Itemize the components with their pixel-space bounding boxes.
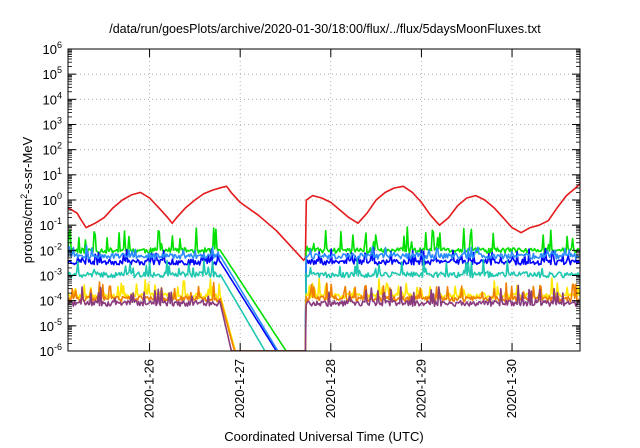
y-axis-label-prefix: protons/cm: [20, 199, 35, 263]
y-tick-label: 105: [43, 65, 62, 82]
y-tick-label: 103: [43, 116, 62, 133]
series-line-0: [68, 183, 580, 262]
series-line-1: [68, 226, 580, 351]
x-tick-label: 2020-1-27: [232, 359, 247, 418]
y-axis-label: protons/cm2-s-sr-MeV: [19, 136, 35, 263]
x-tick-label: 2020-1-26: [142, 359, 157, 418]
y-tick-label: 101: [43, 166, 62, 183]
y-tick-label: 106: [43, 40, 62, 57]
series-line-3: [68, 244, 580, 351]
y-tick-label: 10-1: [40, 216, 62, 233]
y-tick-label: 104: [43, 90, 62, 107]
y-tick-label: 102: [43, 141, 62, 158]
y-tick-label: 10-4: [40, 292, 62, 309]
y-tick-label: 100: [43, 191, 62, 208]
series-line-4: [68, 258, 580, 351]
x-tick-label: 2020-1-30: [504, 359, 519, 418]
series-line-2: [68, 247, 580, 351]
ticks: 10-6 10-5 10-4 10-3 10-2 10-1 100 101 102 103 104 1…: [40, 40, 580, 418]
x-tick-label: 2020-1-29: [413, 359, 428, 418]
y-tick-label: 10-2: [40, 241, 62, 258]
y-tick-label: 10-5: [40, 317, 62, 334]
series-line-7: [68, 284, 580, 351]
chart-title: /data/run/goesPlots/archive/2020-01-30/1…: [109, 22, 541, 36]
y-axis-label-sup: 2: [19, 194, 29, 199]
series-layer: [68, 183, 580, 351]
x-tick-label: 2020-1-28: [323, 359, 338, 418]
y-tick-label: 10-3: [40, 267, 62, 284]
series-line-6: [68, 281, 580, 351]
y-tick-label: 10-6: [40, 342, 62, 359]
x-axis-label: Coordinated Universal Time (UTC): [224, 429, 423, 444]
y-axis-label-suffix: -s-sr-MeV: [20, 136, 35, 193]
